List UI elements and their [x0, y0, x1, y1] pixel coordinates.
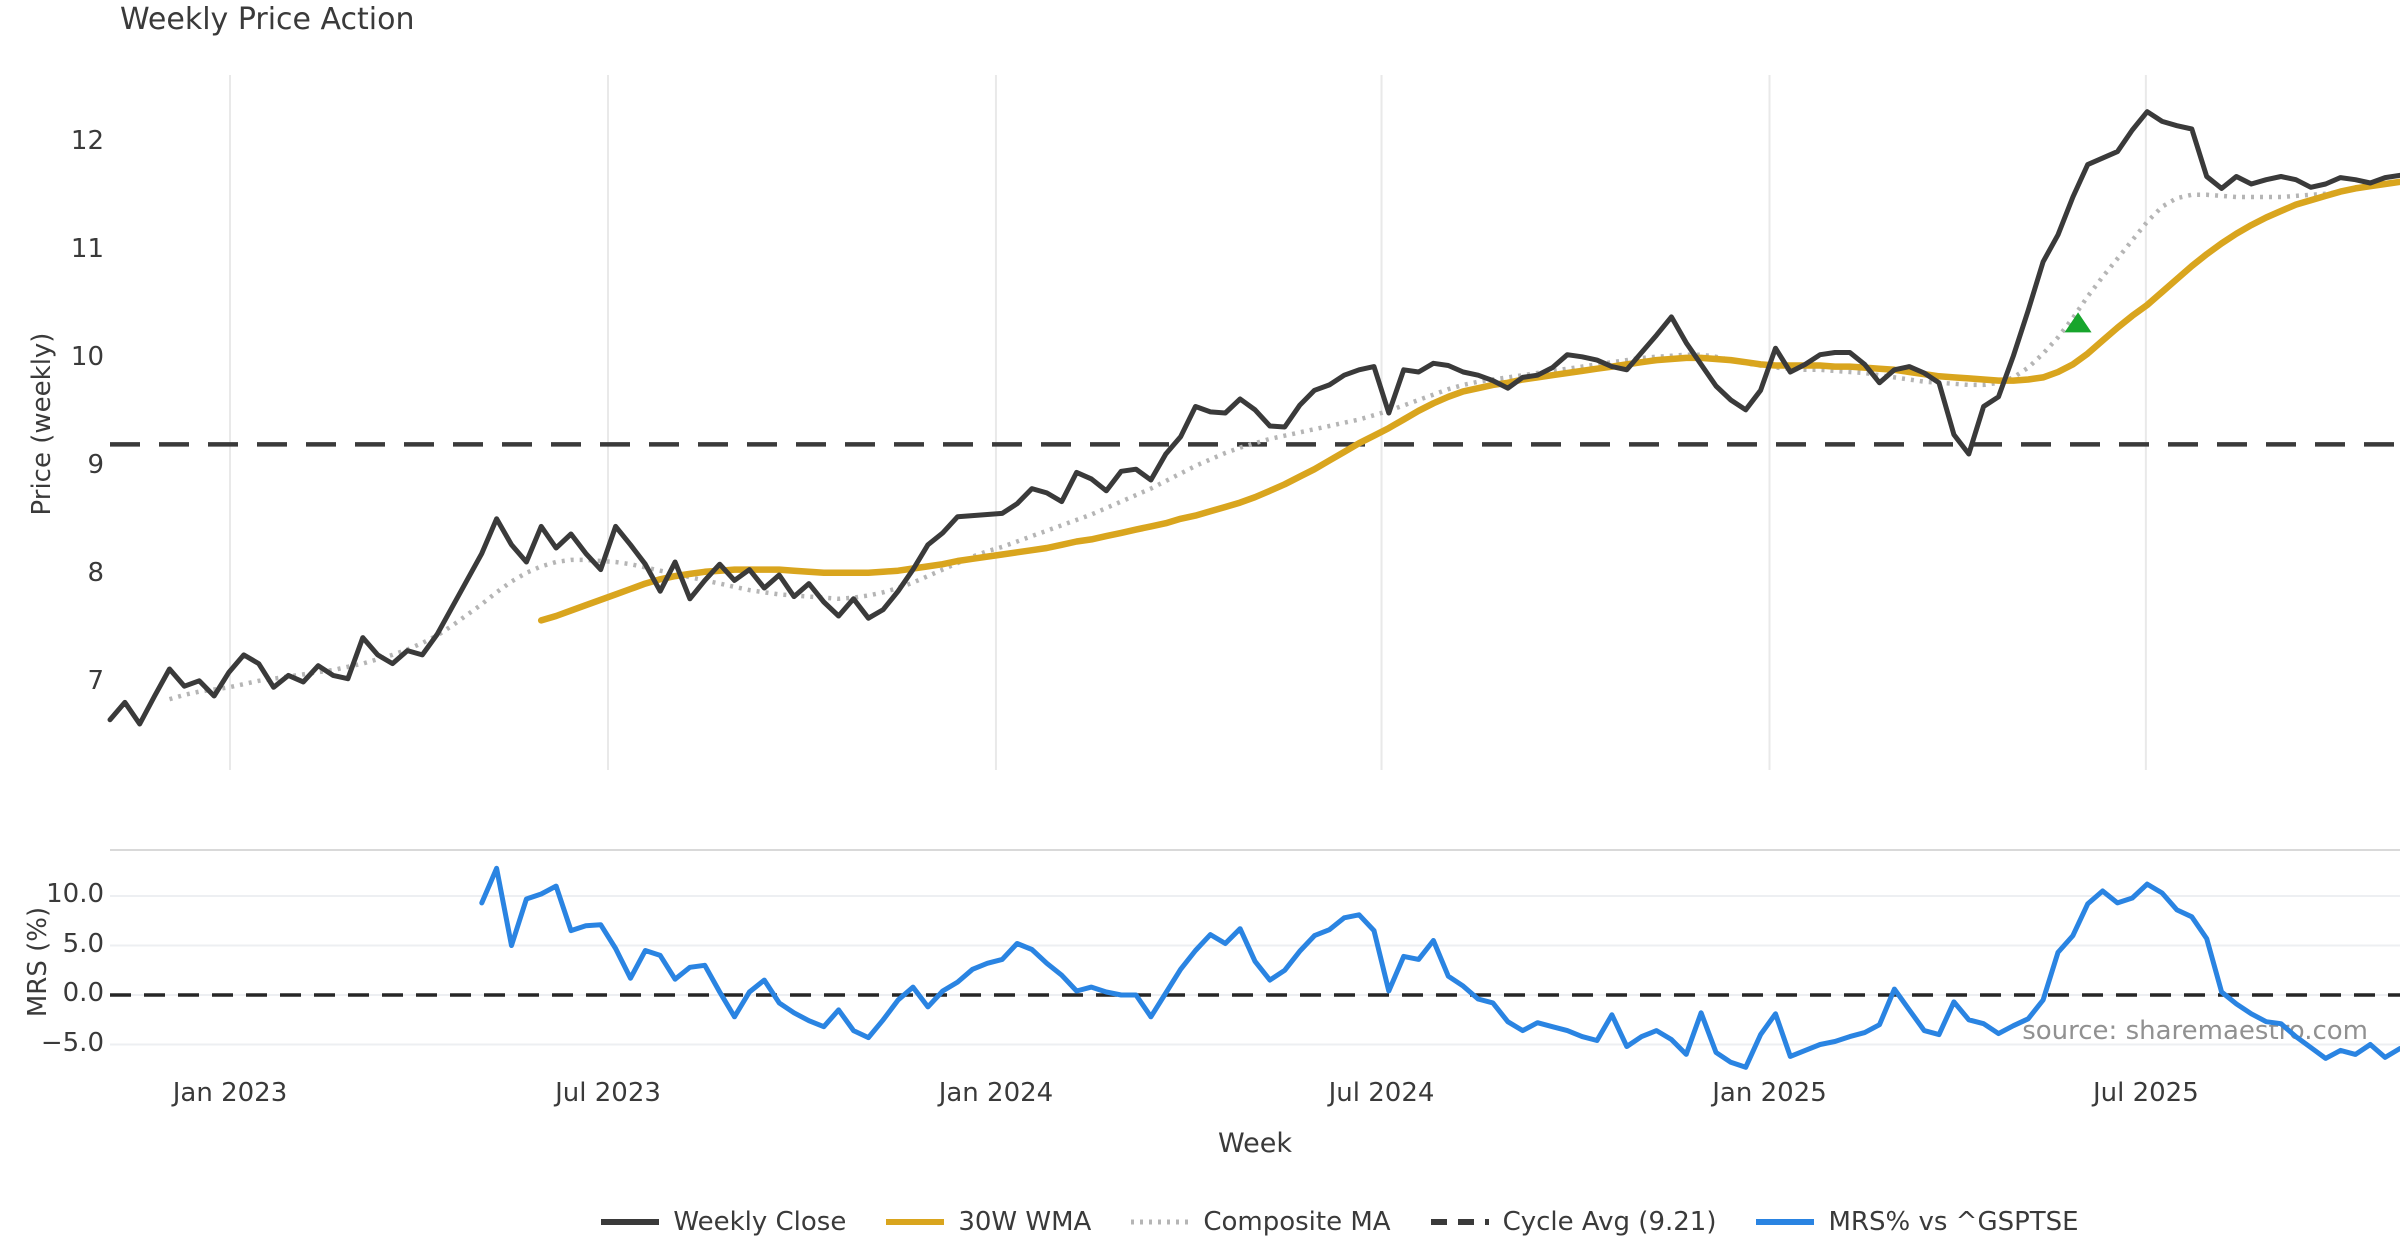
legend-swatch-4 [1756, 1219, 1815, 1225]
price-y-tick-label-1: 8 [87, 558, 104, 588]
mrs-line [479, 865, 2400, 1070]
legend-item-4: MRS% vs ^GSPTSE [1756, 1207, 2079, 1237]
price-y-tick-label-2: 9 [87, 450, 104, 480]
source-note: source: sharemaestro.com [2022, 1016, 2368, 1046]
legend-swatch-0 [601, 1219, 660, 1225]
legend-swatch-1 [886, 1219, 945, 1225]
legend-item-2: Composite MA [1131, 1207, 1391, 1237]
mrs-y-tick-label-3: −5.0 [40, 1027, 104, 1058]
x-tick-label-4: Jan 2025 [1712, 1078, 1827, 1108]
composite-ma-line [168, 179, 2400, 702]
chart-legend: Weekly Close 30W WMA Composite MA Cycle Avg… [340, 1207, 2340, 1237]
legend-label-4: MRS% vs ^GSPTSE [1828, 1207, 2079, 1237]
mrs-y-tick-label-1: 5.0 [62, 928, 104, 959]
legend-label-2: Composite MA [1203, 1207, 1391, 1237]
weekly-close-line [107, 109, 2400, 727]
x-axis-title: Week [1218, 1128, 1292, 1159]
legend-label-1: 30W WMA [958, 1207, 1092, 1237]
legend-label-3: Cycle Avg (9.21) [1502, 1207, 1717, 1237]
x-tick-label-2: Jan 2024 [938, 1078, 1054, 1108]
price-y-tick-label-0: 7 [87, 666, 104, 696]
price-y-tick-label-5: 12 [70, 126, 104, 156]
x-tick-label-1: Jul 2023 [555, 1078, 661, 1108]
legend-item-1: 30W WMA [886, 1207, 1091, 1237]
mrs-y-tick-label-0: 10.0 [46, 879, 104, 909]
price-y-tick-label-3: 10 [70, 342, 104, 372]
x-tick-label-3: Jul 2024 [1328, 1078, 1435, 1108]
price-y-tick-label-4: 11 [70, 234, 104, 264]
wma-30w-line [537, 178, 2400, 624]
legend-item-0: Weekly Close [601, 1207, 846, 1237]
mrs-y-tick-label-2: 0.0 [62, 978, 104, 1008]
legend-label-0: Weekly Close [673, 1207, 847, 1237]
legend-swatch-3 [1430, 1219, 1489, 1225]
legend-swatch-2 [1131, 1219, 1190, 1225]
x-tick-label-0: Jan 2023 [172, 1078, 288, 1108]
buy-signal-marker [2064, 312, 2092, 333]
legend-item-3: Cycle Avg (9.21) [1430, 1207, 1717, 1237]
x-tick-label-5: Jul 2025 [2092, 1078, 2199, 1108]
chart-title: Weekly Price Action [120, 2, 415, 37]
